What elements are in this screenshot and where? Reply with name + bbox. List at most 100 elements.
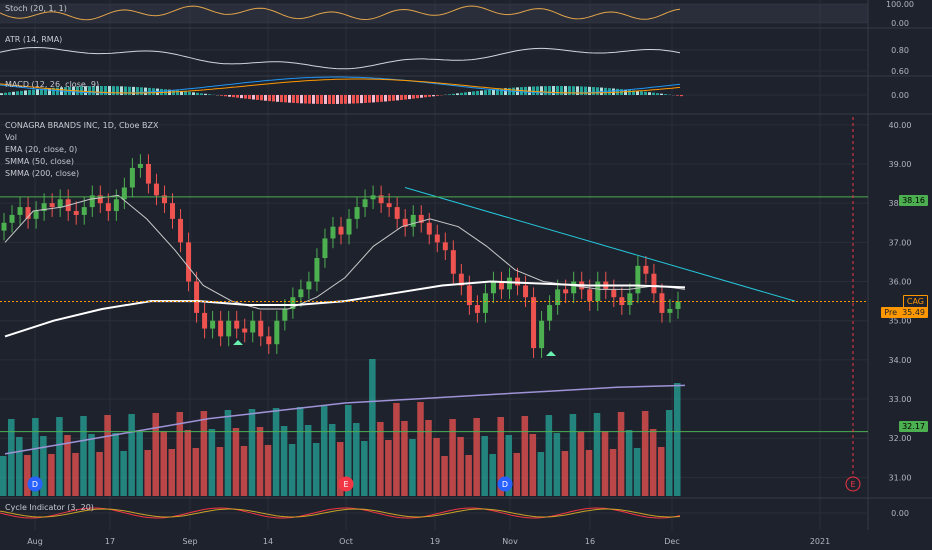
time-axis[interactable]: Aug 17 Sep 14 Oct 19 Nov 16 Dec 2021: [27, 537, 830, 546]
macd-bar: [348, 95, 351, 104]
event-marker-0: [27, 476, 43, 492]
volume-bar: [369, 359, 376, 496]
macd-bar: [8, 92, 11, 95]
volume-bar: [377, 422, 384, 496]
macd-bar: [664, 94, 667, 95]
event-letter-2: D: [502, 480, 508, 489]
macd-bar: [648, 92, 651, 95]
candle-body: [627, 293, 633, 306]
price-axis[interactable]: 40.0039.0038.0037.0036.0035.0034.0033.00…: [886, 0, 914, 518]
candle-body: [523, 285, 529, 298]
macd-bar: [464, 92, 467, 95]
macd-label: MACD (12, 26, close, 9): [5, 80, 100, 89]
macd-bar: [676, 95, 679, 96]
signal-arrow: [233, 340, 243, 345]
candle-body: [611, 289, 617, 298]
macd-bar: [484, 90, 487, 95]
ema-label: EMA (20, close, 0): [5, 145, 78, 154]
smma50-label: SMMA (50, close): [5, 157, 75, 166]
volume-bar: [272, 408, 280, 496]
macd-bar: [552, 86, 555, 95]
candle-body: [531, 297, 537, 349]
macd-bar: [588, 86, 591, 95]
macd-bar: [544, 86, 547, 95]
macd-bar: [108, 86, 111, 95]
candle-body: [555, 289, 561, 306]
volume-bar: [617, 412, 625, 496]
volume-bar: [80, 416, 87, 496]
macd-bar: [412, 95, 415, 99]
candle-body: [57, 199, 63, 208]
macd-bar: [656, 93, 659, 95]
volume-bar: [96, 452, 103, 496]
candle-body: [290, 297, 296, 309]
macd-bar: [572, 86, 575, 95]
macd-bar: [344, 95, 347, 104]
candle-body: [402, 218, 408, 227]
candle-body: [434, 234, 440, 243]
volume-bar: [425, 420, 432, 496]
candle-body: [81, 207, 87, 215]
event-marker-3: [845, 476, 861, 492]
volume-bar: [144, 450, 151, 496]
ema20-line: [4, 194, 686, 310]
pane-tick-4: 0.00: [891, 91, 909, 100]
candle-body: [394, 207, 400, 219]
volume-bar: [280, 426, 288, 496]
macd-bar: [32, 89, 35, 95]
volume-bar: [248, 409, 256, 496]
macd-bar: [280, 95, 283, 103]
candle-body: [322, 238, 328, 259]
candle-body: [41, 203, 47, 212]
macd-bar: [36, 89, 39, 95]
volume-bar: [601, 431, 609, 496]
volume-bar: [521, 416, 529, 496]
volume-bar: [0, 456, 7, 496]
atr-pane: [0, 46, 681, 70]
macd-bar: [376, 95, 379, 103]
volume-bar: [537, 452, 545, 496]
macd-bar: [548, 86, 551, 95]
macd-bar: [360, 95, 363, 104]
candle-body: [587, 289, 593, 302]
volume-bar: [649, 429, 657, 496]
macd-bar: [88, 86, 91, 95]
event-letter-3: E: [850, 480, 855, 489]
candle-body: [129, 167, 135, 188]
volume-bar: [328, 424, 336, 496]
volume-bar: [40, 436, 47, 496]
volume-bar: [409, 439, 416, 496]
candle-body: [651, 273, 657, 294]
date-tick-2: Sep: [182, 537, 197, 546]
candle-body: [442, 242, 448, 251]
macd-bar: [188, 91, 191, 95]
macd-bar: [568, 86, 571, 95]
macd-bar: [632, 90, 635, 95]
macd-bar: [292, 95, 295, 103]
macd-bar: [592, 87, 595, 95]
volume-bar: [345, 405, 352, 496]
macd-bar: [80, 86, 83, 95]
stoch-line: [0, 5, 681, 21]
candle-body: [675, 301, 681, 309]
event-letter-1: E: [343, 480, 348, 489]
macd-bar: [424, 95, 427, 98]
volume-bar: [473, 418, 480, 496]
atr-line: [0, 46, 681, 70]
volume-bar: [232, 428, 240, 496]
candle-body: [170, 203, 176, 219]
volume-bar: [569, 414, 577, 496]
candle-body: [306, 281, 312, 290]
macd-bar: [160, 88, 163, 95]
volume-bar: [216, 447, 224, 496]
volume-bar: [160, 431, 167, 496]
volume-bar: [489, 454, 496, 496]
pane-tick-0: 100.00: [886, 0, 914, 9]
date-tick-8: Dec: [664, 537, 679, 546]
volume-bar: [320, 406, 328, 496]
candle-body: [121, 187, 127, 200]
macd-bar: [532, 86, 535, 95]
volume-bar: [481, 436, 488, 496]
macd-bar: [436, 95, 439, 96]
